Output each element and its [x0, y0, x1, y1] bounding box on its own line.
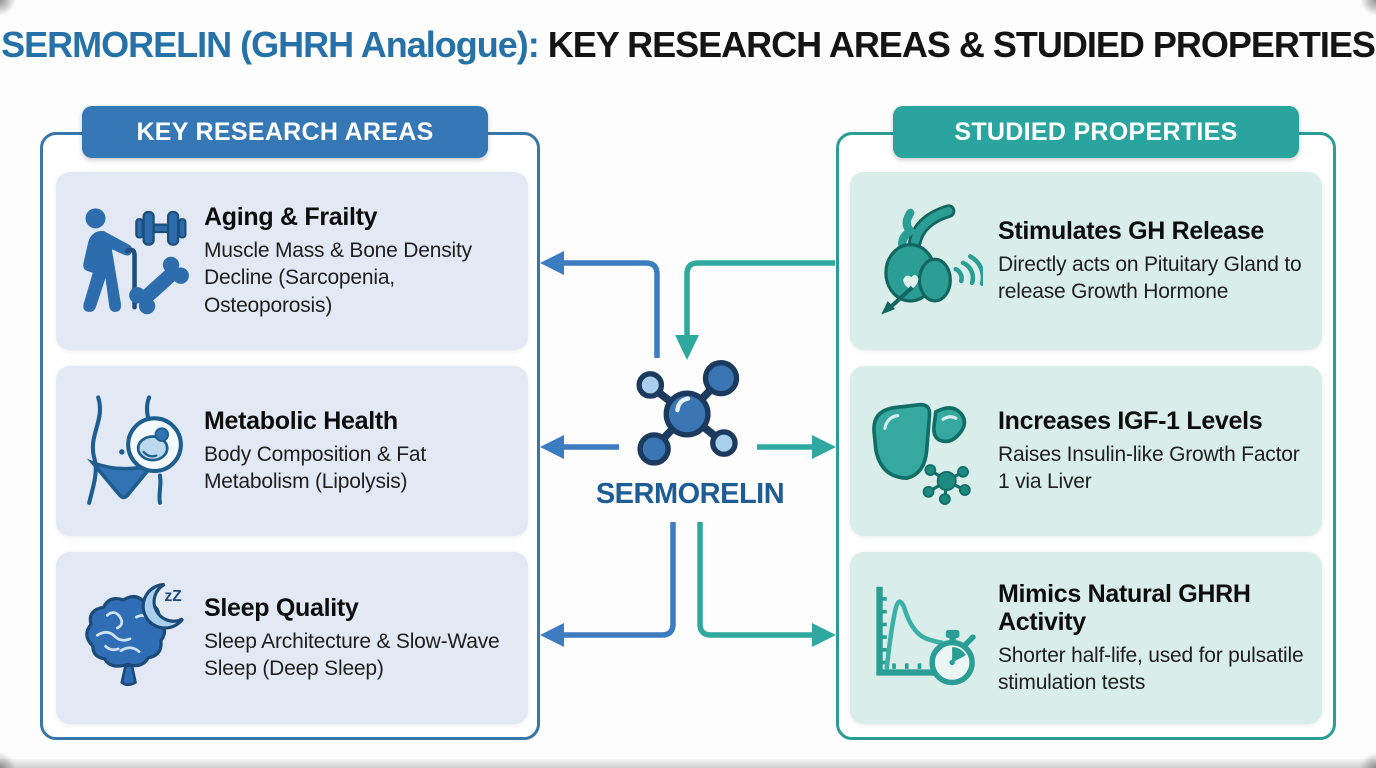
card-aging-frailty: Aging & Frailty Muscle Mass & Bone Densi…: [56, 172, 528, 350]
card-sleep-quality: zZ Sleep Quality Sleep Architecture & Sl…: [56, 552, 528, 724]
card-description: Sleep Architecture & Slow-Wave Sleep (De…: [204, 629, 500, 680]
pituitary-gland-icon: [850, 202, 998, 320]
page-bottom-edge: [0, 759, 1376, 768]
key-research-areas-header: KEY RESEARCH AREAS: [82, 106, 488, 158]
brain-moon-icon: zZ: [56, 579, 204, 697]
card-description: Shorter half-life, used for pulsatile st…: [998, 643, 1304, 694]
arrow-molecule-to-ghrh-activity: [697, 522, 836, 647]
sermorelin-label: SERMORELIN: [595, 478, 785, 510]
card-title: Stimulates GH Release: [998, 216, 1265, 245]
card-title: Sleep Quality: [204, 593, 359, 622]
corner-smudge: [0, 752, 16, 768]
pulse-chart-stopwatch-icon: [850, 579, 998, 697]
arrow-molecule-to-aging: [540, 251, 660, 358]
card-increases-igf1: Increases IGF-1 Levels Raises Insulin-li…: [850, 366, 1322, 536]
page-title-highlight: SERMORELIN (GHRH Analogue):: [1, 24, 548, 65]
molecule-icon: [627, 352, 753, 478]
arrow-molecule-to-igf1: [757, 435, 836, 459]
card-description: Body Composition & Fat Metabolism (Lipol…: [204, 442, 427, 493]
studied-properties-header: STUDIED PROPERTIES: [893, 106, 1299, 158]
corner-smudge: [0, 0, 16, 16]
card-description: Raises Insulin-like Growth Factor 1 via …: [998, 442, 1300, 493]
corner-smudge: [1360, 752, 1376, 768]
page-title: SERMORELIN (GHRH Analogue): KEY RESEARCH…: [0, 24, 1376, 66]
card-title: Aging & Frailty: [204, 203, 378, 232]
card-stimulates-gh-release: Stimulates GH Release Directly acts on P…: [850, 172, 1322, 350]
arrow-molecule-to-metabolic: [540, 435, 619, 459]
sleep-zz-glyph: zZ: [164, 588, 181, 605]
liver-molecule-icon: [850, 392, 998, 510]
card-title: Mimics Natural GHRH Activity: [998, 579, 1251, 636]
waist-fat-cell-icon: [56, 392, 204, 510]
card-description: Directly acts on Pituitary Gland to rele…: [998, 252, 1302, 303]
page-title-rest: KEY RESEARCH AREAS & STUDIED PROPERTIES: [547, 24, 1376, 65]
card-description: Muscle Mass & Bone Density Decline (Sarc…: [204, 239, 472, 317]
elderly-dumbbell-bone-icon: [56, 202, 204, 320]
card-metabolic-health: Metabolic Health Body Composition & Fat …: [56, 366, 528, 536]
arrow-gh-release-to-molecule: [675, 260, 835, 360]
card-mimics-ghrh: Mimics Natural GHRH Activity Shorter hal…: [850, 552, 1322, 724]
arrow-molecule-to-sleep: [540, 522, 676, 647]
corner-smudge: [1360, 0, 1376, 16]
card-title: Metabolic Health: [204, 406, 398, 435]
card-title: Increases IGF-1 Levels: [998, 406, 1263, 435]
